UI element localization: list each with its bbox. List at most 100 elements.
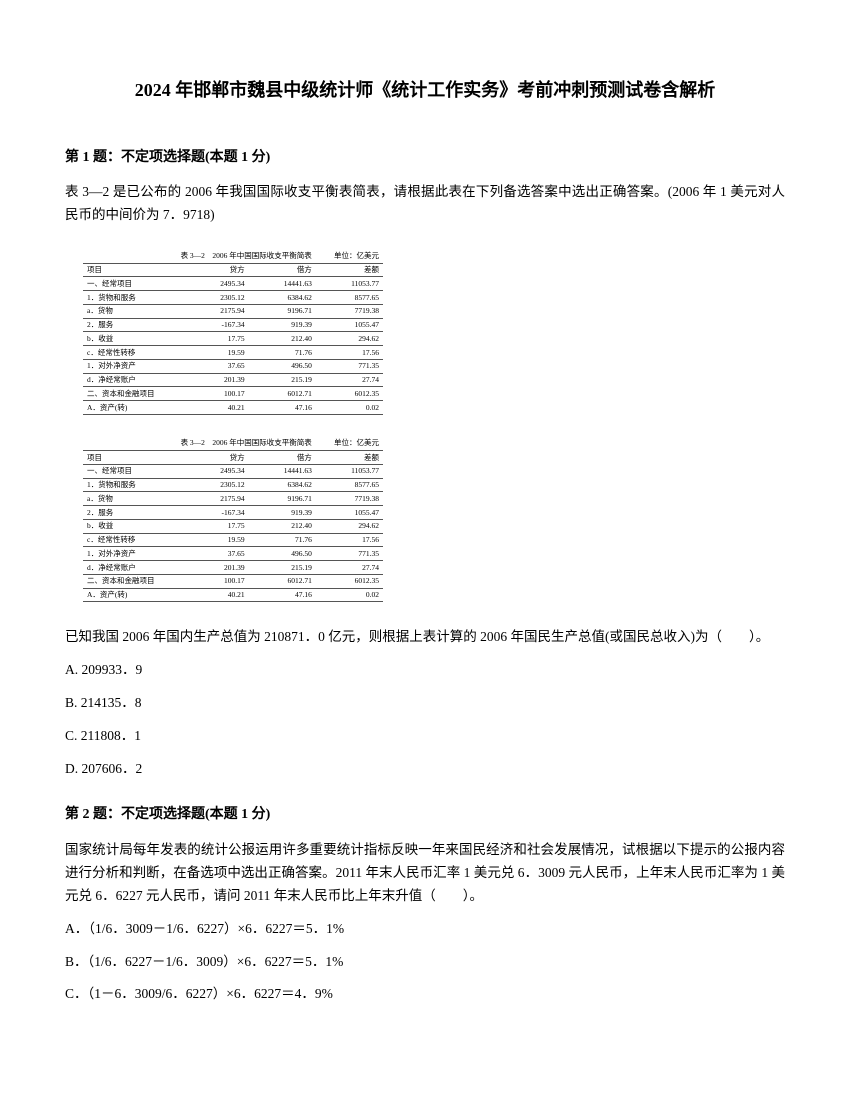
table-unit: 单位：亿美元 [316,437,383,451]
cell: 47.16 [249,401,316,415]
cell: 40.21 [182,588,249,602]
th-c3: 借方 [249,451,316,465]
th-c3: 借方 [249,263,316,277]
cell: 2495.34 [182,277,249,291]
cell: A．资产(转) [83,401,182,415]
th-c4: 差额 [316,263,383,277]
cell: 27.74 [316,373,383,387]
cell: -167.34 [182,506,249,520]
cell: 14441.63 [249,277,316,291]
cell: 17.56 [316,533,383,547]
q1-option-a: A. 209933．9 [65,659,785,682]
cell: 17.56 [316,346,383,360]
cell: d．净经常账户 [83,373,182,387]
cell: c．经常性转移 [83,533,182,547]
cell: 6012.35 [316,387,383,401]
cell: 71.76 [249,346,316,360]
cell: b．收益 [83,332,182,346]
cell: 19.59 [182,346,249,360]
cell: 11053.77 [316,277,383,291]
cell: 7719.38 [316,492,383,506]
q1-option-b: B. 214135．8 [65,692,785,715]
cell: 17.75 [182,519,249,533]
cell: 2495.34 [182,464,249,478]
q1-option-d: D. 207606．2 [65,758,785,781]
cell: 37.65 [182,547,249,561]
cell: 1．对外净资产 [83,359,182,373]
cell: 1055.47 [316,506,383,520]
cell: 771.35 [316,547,383,561]
cell: 212.40 [249,519,316,533]
cell: 6384.62 [249,291,316,305]
cell: 一、经常项目 [83,464,182,478]
cell: 11053.77 [316,464,383,478]
cell: A．资产(转) [83,588,182,602]
cell: 201.39 [182,373,249,387]
cell: 6012.35 [316,574,383,588]
table-2: 表 3—2 2006 年中国国际收支平衡简表 单位：亿美元 项目 贷方 借方 差… [83,437,785,603]
cell: 1．货物和服务 [83,291,182,305]
q2-option-b: B．（1/6．6227－1/6．3009）×6．6227＝5．1% [65,951,785,974]
cell: 一、经常项目 [83,277,182,291]
cell: 8577.65 [316,478,383,492]
cell: 1055.47 [316,318,383,332]
cell: 6012.71 [249,574,316,588]
cell: 496.50 [249,359,316,373]
q1-text2: 已知我国 2006 年国内生产总值为 210871．0 亿元，则根据上表计算的 … [65,626,785,649]
q2-text: 国家统计局每年发表的统计公报运用许多重要统计指标反映一年来国民经济和社会发展情况… [65,839,785,908]
cell: 100.17 [182,574,249,588]
cell: 2175.94 [182,492,249,506]
cell: 201.39 [182,561,249,575]
cell: 215.19 [249,561,316,575]
cell: 19.59 [182,533,249,547]
cell: 17.75 [182,332,249,346]
cell: 294.62 [316,519,383,533]
q1-header: 第 1 题：不定项选择题(本题 1 分) [65,146,785,170]
cell: 1．货物和服务 [83,478,182,492]
cell: 496.50 [249,547,316,561]
cell: a．货物 [83,304,182,318]
th-c2: 贷方 [182,451,249,465]
cell: 100.17 [182,387,249,401]
cell: 71.76 [249,533,316,547]
cell: 9196.71 [249,492,316,506]
cell: 6012.71 [249,387,316,401]
cell: 40.21 [182,401,249,415]
cell: 27.74 [316,561,383,575]
q1-option-c: C. 211808．1 [65,725,785,748]
cell: 2．服务 [83,506,182,520]
cell: 6384.62 [249,478,316,492]
page-title: 2024 年邯郸市魏县中级统计师《统计工作实务》考前冲刺预测试卷含解析 [65,75,785,106]
table-unit: 单位：亿美元 [316,249,383,263]
q2-header: 第 2 题：不定项选择题(本题 1 分) [65,803,785,827]
cell: 919.39 [249,506,316,520]
cell: 294.62 [316,332,383,346]
q2-option-a: A．（1/6．3009－1/6．6227）×6．6227＝5．1% [65,918,785,941]
q2-option-c: C．（1－6．3009/6．6227）×6．6227＝4．9% [65,983,785,1006]
cell: 8577.65 [316,291,383,305]
cell: b．收益 [83,519,182,533]
cell: 2305.12 [182,478,249,492]
q1-text1: 表 3—2 是已公布的 2006 年我国国际收支平衡表简表，请根据此表在下列备选… [65,181,785,227]
cell: 0.02 [316,401,383,415]
cell: 2305.12 [182,291,249,305]
cell: 212.40 [249,332,316,346]
th-c2: 贷方 [182,263,249,277]
th-c1: 项目 [83,451,182,465]
cell: a．货物 [83,492,182,506]
cell: 7719.38 [316,304,383,318]
cell: 二、资本和金融项目 [83,574,182,588]
cell: 14441.63 [249,464,316,478]
table-title: 表 3—2 2006 年中国国际收支平衡简表 [83,249,316,263]
th-c1: 项目 [83,263,182,277]
cell: 0.02 [316,588,383,602]
cell: 919.39 [249,318,316,332]
cell: -167.34 [182,318,249,332]
cell: 215.19 [249,373,316,387]
cell: c．经常性转移 [83,346,182,360]
th-c4: 差额 [316,451,383,465]
cell: 37.65 [182,359,249,373]
cell: 2175.94 [182,304,249,318]
cell: 47.16 [249,588,316,602]
cell: 2．服务 [83,318,182,332]
